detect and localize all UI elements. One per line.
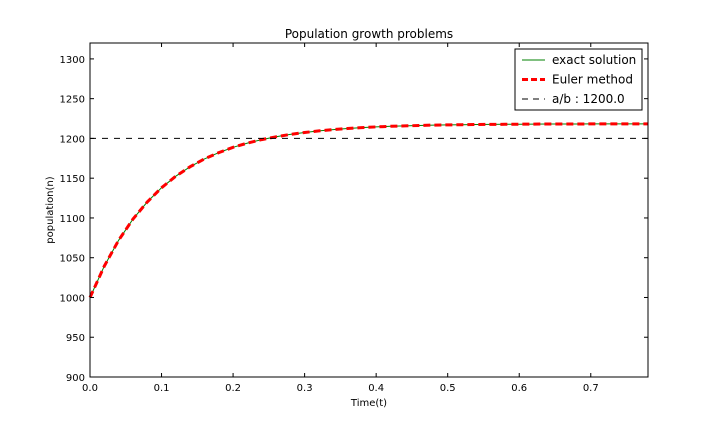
series-layer [88,122,648,299]
chart-title: Population growth problems [285,27,453,41]
series-line-exact [89,123,648,298]
x-tick-label: 0.2 [225,383,241,394]
y-tick-label: 1150 [60,174,85,185]
y-tick-label: 1300 [60,55,85,66]
y-tick-label: 900 [66,373,85,384]
x-tick-label: 0.6 [511,383,527,394]
ticks-layer: 0.0 0.1 0.2 0.3 0.4 0.5 0.6 0.7 900 950 1000 1050 11… [60,43,648,394]
y-axis-label: population(n) [45,176,56,243]
series-line-euler [88,122,648,299]
x-tick-label: 0.5 [440,383,456,394]
legend-label: exact solution [552,53,636,67]
legend: exact solution Euler method a/b : 1200.0 [514,48,643,111]
x-axis-label: Time(t) [350,398,387,409]
y-tick-label: 1100 [60,214,85,225]
x-tick-label: 0.4 [368,383,384,394]
y-tick-label: 1000 [60,293,85,304]
x-tick-label: 0.0 [82,383,98,394]
legend-label: Euler method [552,73,633,87]
y-tick-label: 1050 [60,254,85,265]
y-tick-label: 1250 [60,95,85,106]
plot-frame [89,42,649,378]
x-tick-label: 0.7 [583,383,599,394]
x-tick-label: 0.3 [297,383,313,394]
x-tick-label: 0.1 [154,383,170,394]
y-tick-label: 950 [66,333,85,344]
legend-label: a/b : 1200.0 [552,92,625,106]
y-tick-label: 1200 [60,134,85,145]
